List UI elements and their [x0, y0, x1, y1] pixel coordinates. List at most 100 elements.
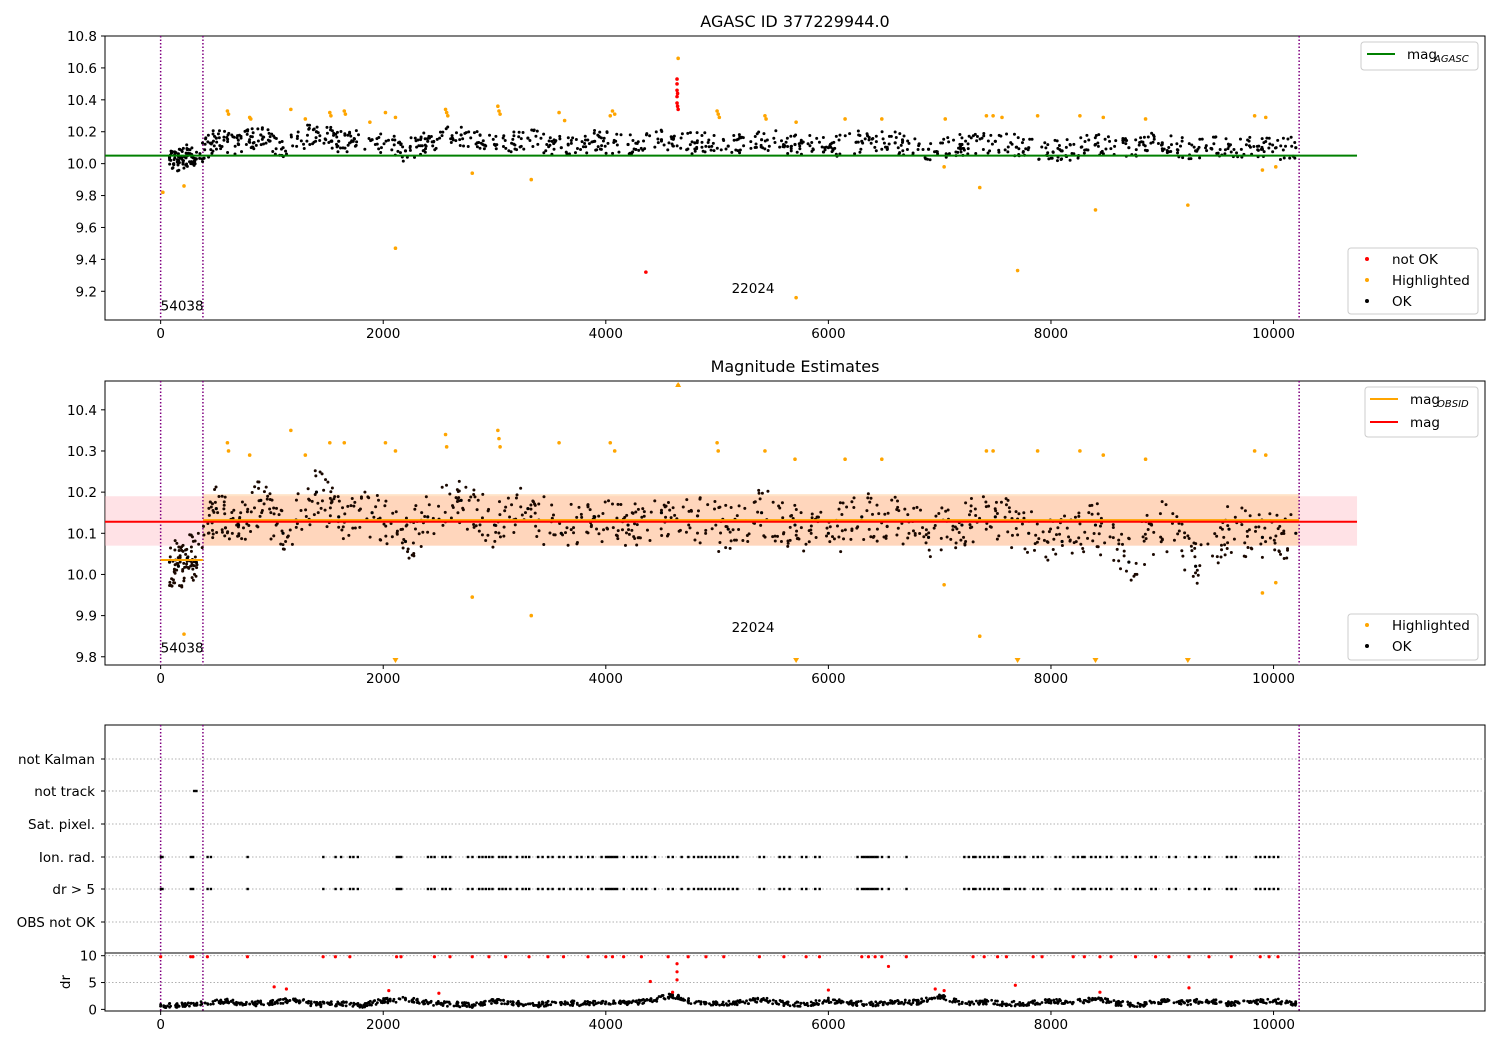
data-point-ok	[602, 136, 606, 140]
flag-mark	[1105, 887, 1109, 891]
data-point-dr	[313, 1000, 316, 1004]
data-point-ok	[795, 529, 799, 533]
data-point-ok	[391, 511, 395, 515]
data-point-highlighted	[794, 120, 798, 124]
obsid-annotation: 54038	[161, 298, 204, 314]
data-point-ok	[1067, 535, 1071, 539]
data-point-ok	[180, 584, 184, 588]
data-point-ok	[964, 139, 968, 143]
data-point-ok	[1086, 148, 1090, 152]
data-point-ok	[403, 539, 408, 544]
data-point-ok	[869, 496, 873, 500]
flag-mark	[1194, 887, 1198, 891]
data-point-dr	[975, 999, 978, 1003]
data-point-dr->-5	[1267, 955, 1271, 959]
flag-mark	[609, 855, 612, 859]
data-point-ok	[997, 133, 1001, 137]
data-point-ok	[958, 133, 962, 137]
data-point-ok	[871, 512, 875, 516]
data-point-ok	[828, 525, 832, 529]
flag-mark	[731, 855, 735, 859]
data-point-ok	[1273, 548, 1277, 552]
data-point-dr	[1189, 1003, 1193, 1006]
data-point-highlighted	[942, 165, 946, 169]
data-point-ok	[408, 148, 412, 152]
data-point-ok	[1180, 522, 1184, 526]
data-point-ok	[1176, 151, 1180, 155]
data-point-ok	[194, 560, 198, 564]
data-point-ok	[481, 142, 485, 146]
data-point-dr	[164, 1006, 168, 1010]
data-point-ok	[245, 510, 249, 514]
data-point-ok	[717, 549, 721, 553]
data-point-dr	[676, 993, 680, 997]
data-point-dr	[788, 1004, 792, 1008]
data-point-dr	[495, 1001, 499, 1005]
data-point-ok	[475, 141, 479, 145]
data-point-dr	[292, 998, 296, 1002]
data-point-ok	[168, 158, 172, 162]
data-point-ok	[569, 141, 573, 145]
data-point-ok	[850, 500, 854, 504]
data-point-ok	[614, 533, 618, 537]
data-point-ok	[810, 140, 814, 144]
data-point-ok	[455, 499, 459, 503]
data-point-ok	[624, 531, 628, 535]
data-point-ok	[1257, 525, 1261, 529]
data-point-ok	[911, 529, 915, 533]
data-point-ok	[1109, 147, 1113, 151]
flag-mark	[1225, 887, 1229, 891]
data-point-dr	[1065, 1000, 1069, 1004]
flag-mark	[1007, 887, 1011, 891]
data-point-highlighted	[1035, 113, 1040, 118]
data-point-ok	[734, 538, 738, 542]
flag-mark	[558, 887, 561, 891]
data-point-dr	[566, 1002, 570, 1006]
flag-mark	[1194, 855, 1198, 859]
data-point-dr	[503, 1002, 506, 1006]
data-point-ok	[1271, 150, 1275, 154]
data-point-dr->-5	[399, 955, 403, 959]
data-point-ok	[519, 486, 523, 490]
flag-mark	[1259, 887, 1262, 891]
data-point-ok	[905, 147, 909, 151]
data-point-ok	[982, 132, 986, 136]
data-point-ok	[494, 530, 498, 534]
data-point-ok	[198, 152, 202, 156]
data-point-ok	[1016, 136, 1020, 140]
data-point-dr->-5	[982, 955, 986, 959]
flag-mark	[788, 855, 791, 859]
data-point-ok	[780, 139, 784, 143]
data-point-ok	[314, 139, 318, 143]
data-point-highlighted	[943, 117, 948, 121]
flag-mark	[1072, 887, 1075, 891]
flag-mark	[352, 855, 355, 859]
data-point-ok	[1059, 157, 1063, 161]
data-point-ok	[502, 525, 506, 529]
flag-mark	[591, 855, 594, 859]
data-point-ok	[230, 511, 234, 515]
data-point-ok	[378, 516, 382, 520]
data-point-ok	[1083, 530, 1087, 534]
data-point-ok	[953, 525, 957, 529]
data-point-ok	[696, 509, 700, 513]
data-point-ok	[1096, 512, 1100, 516]
data-point-highlighted	[843, 117, 847, 121]
data-point-ok	[343, 512, 347, 516]
data-point-dr	[897, 1002, 901, 1006]
data-point-ok	[413, 136, 417, 140]
data-point-dr	[495, 999, 499, 1003]
data-point-ok	[593, 128, 597, 132]
data-point-ok	[826, 531, 830, 535]
data-point-ok	[1213, 532, 1217, 536]
data-point-ok	[197, 542, 201, 546]
data-point-ok	[334, 142, 338, 146]
data-point-ok	[788, 525, 792, 529]
data-point-ok	[206, 140, 210, 144]
data-point-dr	[980, 1000, 983, 1003]
data-point-ok	[1263, 526, 1267, 530]
data-point-ok	[357, 133, 361, 137]
data-point-ok	[299, 509, 303, 513]
data-point-ok	[907, 141, 911, 145]
data-point-ok	[1025, 550, 1029, 554]
